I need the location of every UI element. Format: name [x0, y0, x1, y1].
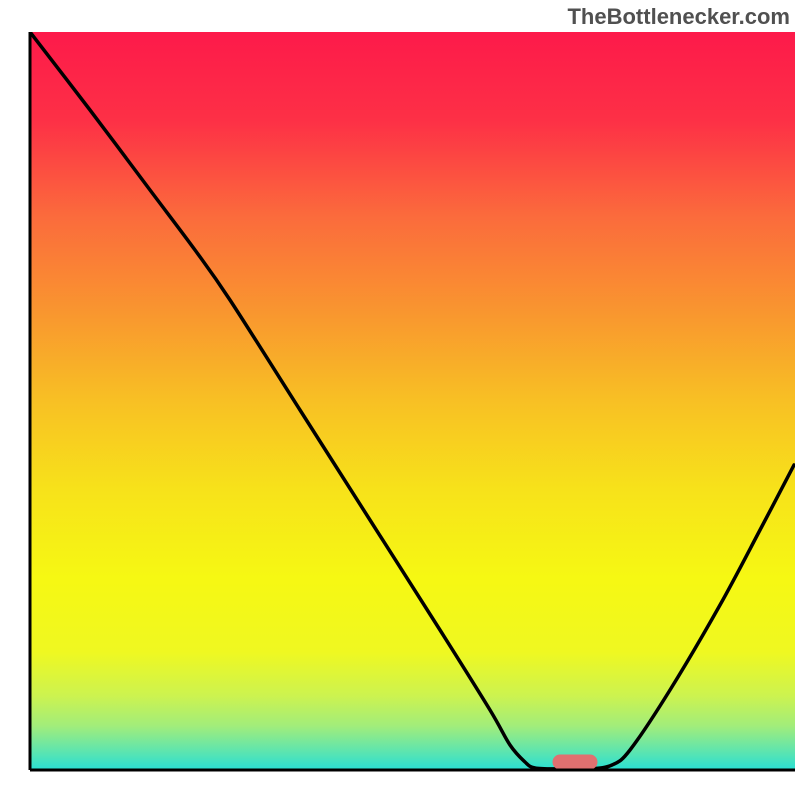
- chart-svg: [0, 0, 800, 800]
- gradient-background: [30, 32, 795, 770]
- watermark-text: TheBottlenecker.com: [567, 4, 790, 30]
- chart-container: TheBottlenecker.com: [0, 0, 800, 800]
- optimal-marker: [553, 755, 597, 769]
